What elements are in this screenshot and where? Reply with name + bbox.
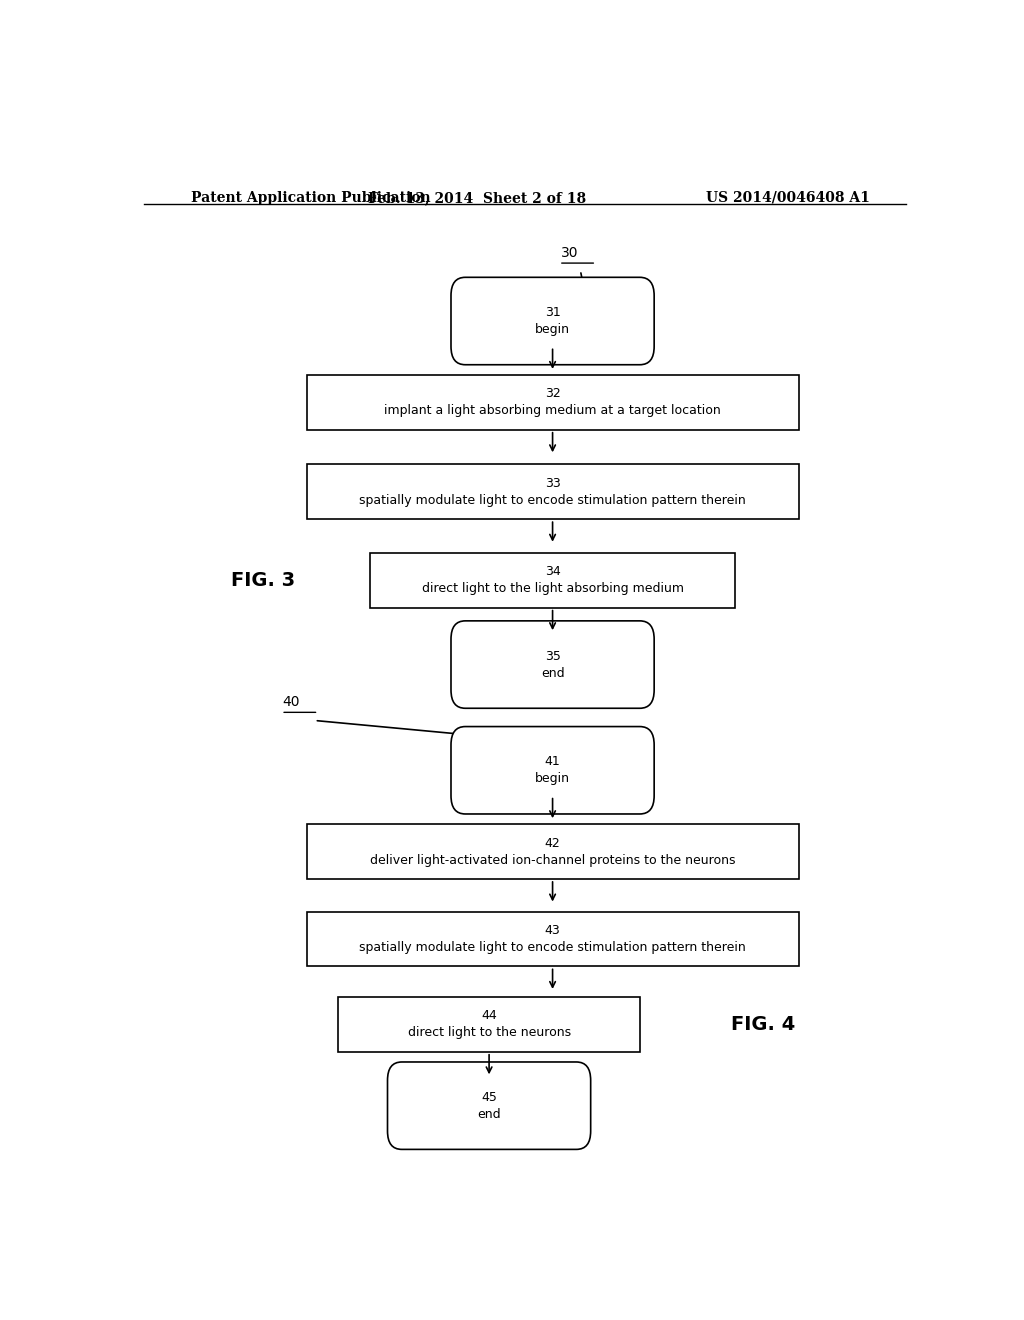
FancyBboxPatch shape (387, 1063, 591, 1150)
Text: Feb. 13, 2014  Sheet 2 of 18: Feb. 13, 2014 Sheet 2 of 18 (368, 191, 587, 205)
FancyBboxPatch shape (451, 277, 654, 364)
Bar (306, 465, 799, 519)
Bar (338, 997, 640, 1052)
Text: 32
implant a light absorbing medium at a target location: 32 implant a light absorbing medium at a… (384, 387, 721, 417)
Bar (306, 375, 799, 430)
Text: 40: 40 (283, 696, 300, 709)
Text: 33
spatially modulate light to encode stimulation pattern therein: 33 spatially modulate light to encode st… (359, 477, 745, 507)
FancyBboxPatch shape (451, 726, 654, 814)
Text: 34
direct light to the light absorbing medium: 34 direct light to the light absorbing m… (422, 565, 684, 595)
Text: 31
begin: 31 begin (536, 306, 570, 337)
Text: FIG. 3: FIG. 3 (230, 570, 295, 590)
Text: 41
begin: 41 begin (536, 755, 570, 785)
Text: FIG. 4: FIG. 4 (731, 1015, 795, 1034)
Text: 45
end: 45 end (477, 1090, 501, 1121)
Bar (306, 912, 799, 966)
Text: 42
deliver light-activated ion-channel proteins to the neurons: 42 deliver light-activated ion-channel p… (370, 837, 735, 867)
FancyBboxPatch shape (451, 620, 654, 709)
Text: 44
direct light to the neurons: 44 direct light to the neurons (408, 1010, 570, 1039)
Bar (370, 553, 735, 607)
Text: 30: 30 (560, 246, 578, 260)
Text: US 2014/0046408 A1: US 2014/0046408 A1 (707, 191, 870, 205)
Text: Patent Application Publication: Patent Application Publication (191, 191, 431, 205)
Bar (306, 824, 799, 879)
Text: 35
end: 35 end (541, 649, 564, 680)
Text: 43
spatially modulate light to encode stimulation pattern therein: 43 spatially modulate light to encode st… (359, 924, 745, 954)
